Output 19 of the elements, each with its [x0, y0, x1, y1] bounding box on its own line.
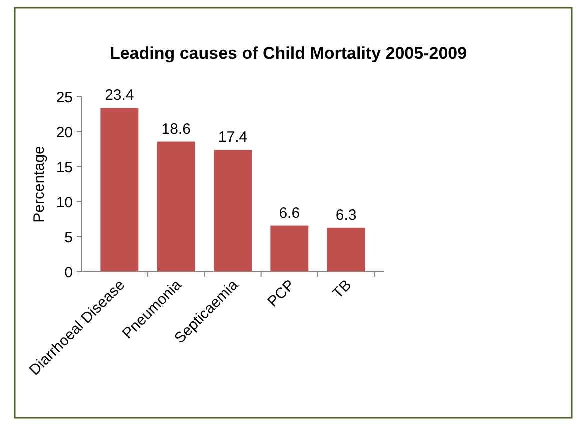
- y-tick-label: 10: [56, 194, 73, 212]
- y-tick-label: 5: [64, 229, 73, 246]
- data-label: 6.6: [279, 204, 300, 222]
- bar: [327, 228, 366, 272]
- x-tick-label: TB: [330, 276, 356, 302]
- y-tick-label: 20: [56, 124, 73, 142]
- chart-title: Leading causes of Child Mortality 2005-2009: [110, 44, 468, 63]
- bar: [214, 150, 252, 272]
- bar: [100, 108, 139, 272]
- y-axis-title: Percentage: [31, 146, 48, 223]
- data-label: 23.4: [105, 87, 134, 104]
- y-tick-label: 0: [64, 264, 73, 282]
- y-tick-label: 15: [56, 159, 73, 176]
- data-label: 18.6: [162, 120, 191, 138]
- bar: [270, 226, 309, 272]
- bar: [157, 142, 196, 272]
- data-label: 6.3: [336, 206, 357, 224]
- y-tick-label: 25: [56, 89, 73, 106]
- data-label: 17.4: [218, 129, 248, 146]
